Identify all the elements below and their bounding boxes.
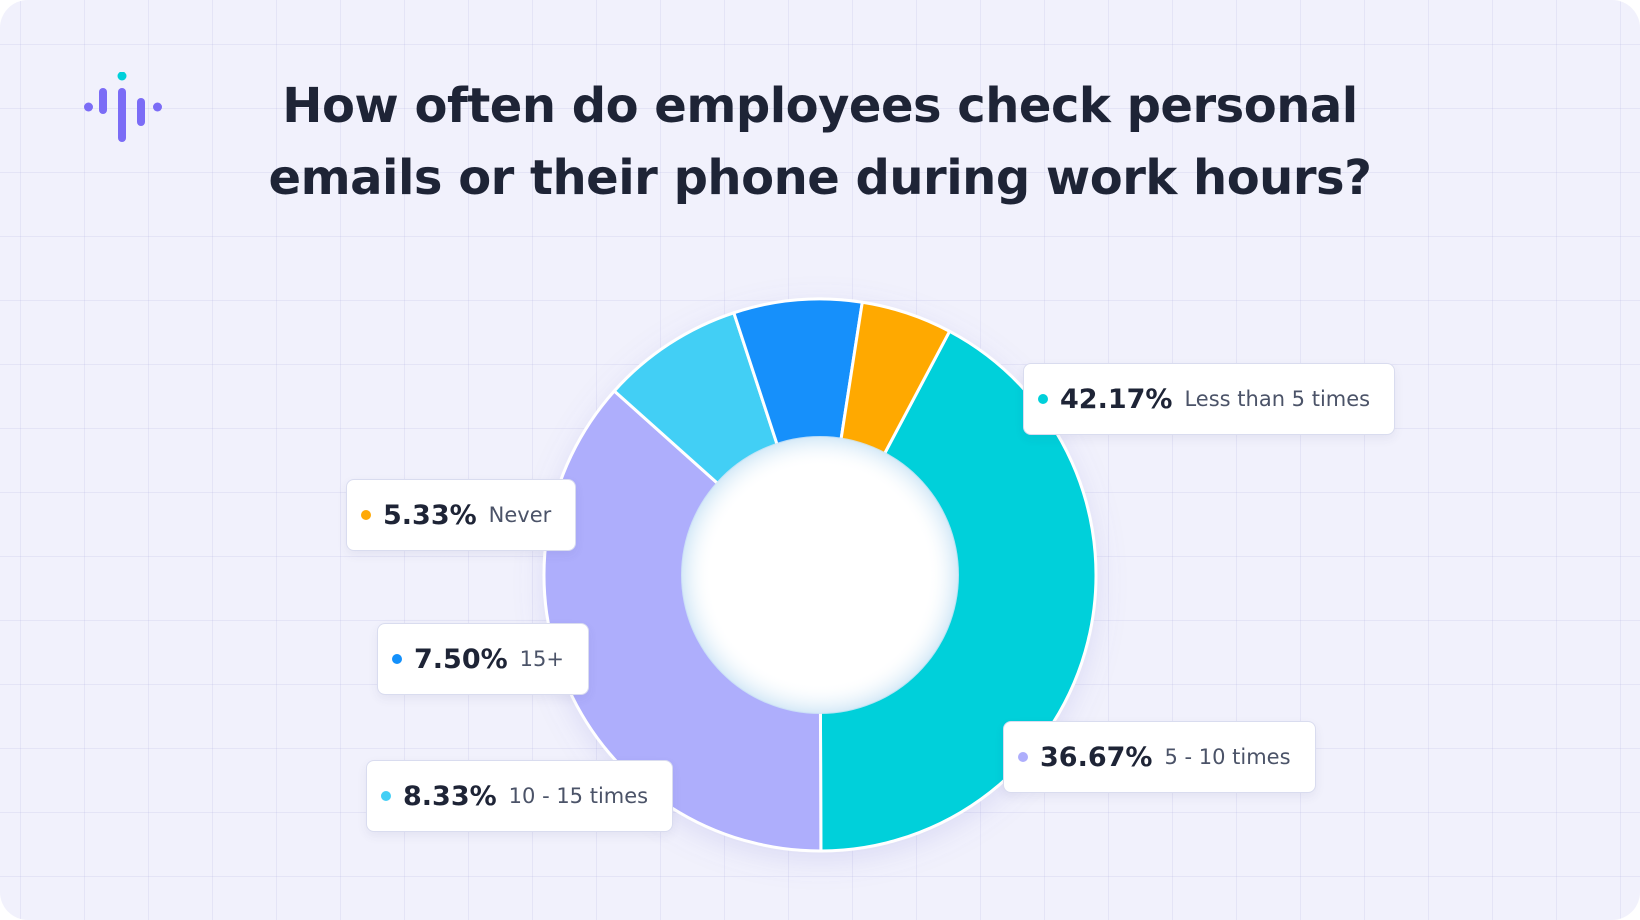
chart-title-line-1: How often do employees check personal — [282, 78, 1358, 134]
slice-value-label: 5.33% — [383, 499, 477, 531]
legend-dot — [1018, 752, 1028, 762]
slice-value-label: 8.33% — [403, 780, 497, 812]
slice-label-5-10: 36.67% 5 - 10 times — [1003, 721, 1316, 793]
slice-label-never: 5.33% Never — [346, 479, 577, 551]
slice-value-label: 42.17% — [1060, 383, 1173, 415]
legend-dot — [392, 654, 402, 664]
slice-category-label: 10 - 15 times — [508, 784, 649, 808]
legend-dot — [1038, 394, 1048, 404]
legend-dot — [381, 791, 391, 801]
slice-label-15-plus: 7.50% 15+ — [377, 623, 589, 695]
slice-value-label: 7.50% — [414, 643, 508, 675]
slice-label-less-than-5: 42.17% Less than 5 times — [1023, 363, 1396, 435]
slice-label-10-15: 8.33% 10 - 15 times — [366, 760, 674, 832]
voice-wave-logo-icon — [84, 72, 162, 142]
chart-title-line-2: emails or their phone during work hours? — [268, 150, 1372, 206]
slice-category-label: 15+ — [519, 647, 564, 671]
chart-title: How often do employees check personal em… — [220, 70, 1420, 214]
legend-dot — [361, 510, 371, 520]
slice-value-label: 36.67% — [1040, 741, 1153, 773]
slice-category-label: Never — [488, 503, 552, 527]
slice-category-label: Less than 5 times — [1184, 387, 1371, 411]
slice-category-label: 5 - 10 times — [1164, 745, 1291, 769]
